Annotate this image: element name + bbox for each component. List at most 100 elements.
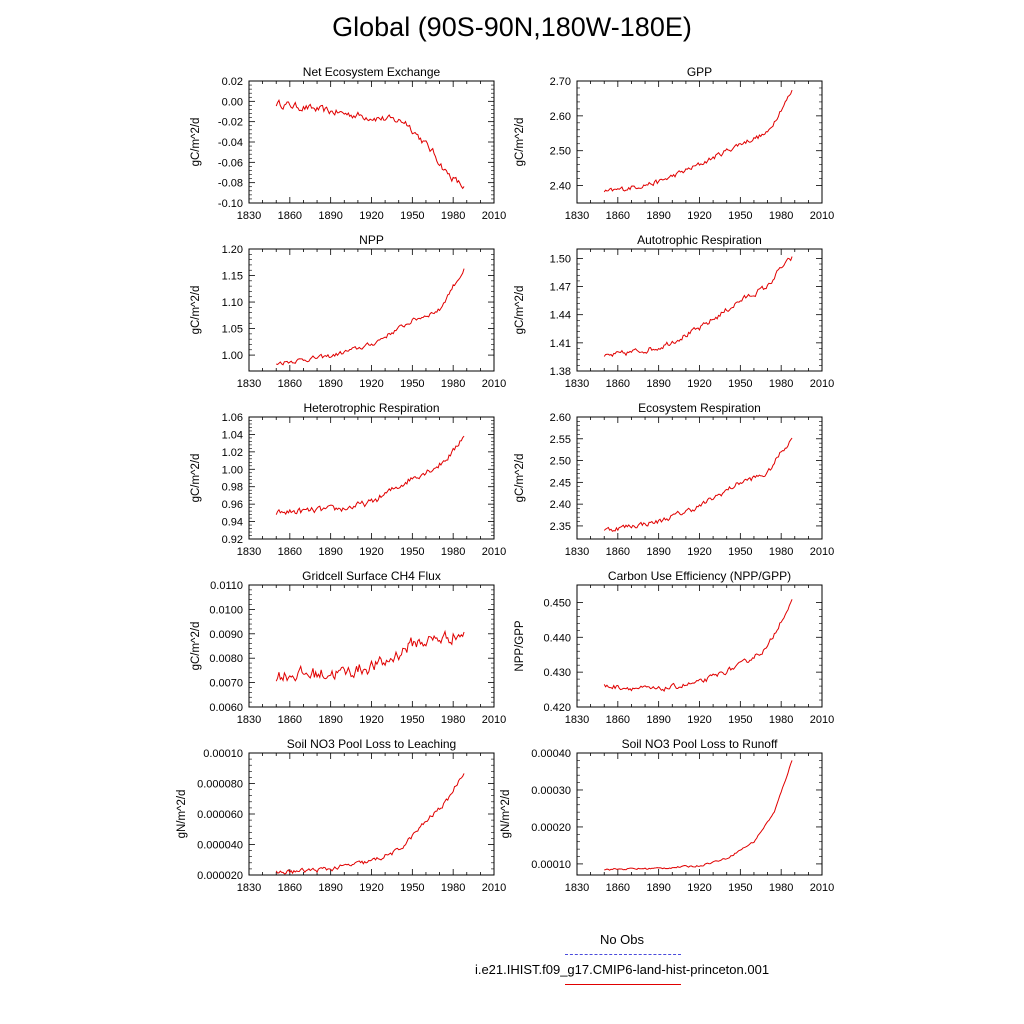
y-tick-label: 1.15 xyxy=(222,271,243,283)
x-tick-label: 1920 xyxy=(359,714,383,726)
series-line xyxy=(275,773,465,875)
x-tick-label: 1860 xyxy=(606,378,630,390)
chart-panel: Net Ecosystem Exchange gC/m^2/d 1830 1860 18… xyxy=(190,65,506,222)
y-axis-label: gN/m^2/d xyxy=(176,790,188,839)
chart-panel: Ecosystem Respiration gC/m^2/d 1830 1860 189… xyxy=(514,401,834,558)
x-tick-label: 1830 xyxy=(565,714,589,726)
y-tick-label: 1.04 xyxy=(222,429,243,441)
x-tick-label: 1860 xyxy=(278,546,302,558)
x-tick-label: 1980 xyxy=(769,714,793,726)
chart-title: NPP xyxy=(359,233,384,247)
x-tick-label: 1830 xyxy=(565,378,589,390)
x-tick-label: 1920 xyxy=(359,210,383,222)
chart-title: Net Ecosystem Exchange xyxy=(303,65,441,79)
y-axis-label: gC/m^2/d xyxy=(514,286,526,335)
series-line xyxy=(604,760,793,871)
chart-panel: Carbon Use Efficiency (NPP/GPP) NPP/GPP 18… xyxy=(514,569,834,726)
x-tick-label: 1830 xyxy=(237,714,261,726)
y-tick-label: 0.450 xyxy=(543,597,571,609)
plot-frame xyxy=(576,584,823,708)
x-tick-label: 1920 xyxy=(687,546,711,558)
x-tick-label: 2010 xyxy=(810,714,834,726)
legend-obs-line xyxy=(565,954,681,955)
y-axis-label: gC/m^2/d xyxy=(190,286,202,335)
x-tick-label: 2010 xyxy=(810,378,834,390)
y-tick-label: 2.50 xyxy=(550,456,571,468)
x-tick-label: 1830 xyxy=(565,546,589,558)
x-tick-label: 1890 xyxy=(646,714,670,726)
series-line xyxy=(275,629,465,683)
y-tick-label: 0.0070 xyxy=(209,678,243,690)
y-tick-label: 0.94 xyxy=(222,517,243,529)
y-tick-label: 0.0080 xyxy=(209,653,243,665)
chart-panel: Soil NO3 Pool Loss to Runoff gN/m^2/d 1830… xyxy=(500,737,834,894)
x-tick-label: 1950 xyxy=(728,546,752,558)
chart-title: Gridcell Surface CH4 Flux xyxy=(302,569,441,583)
y-axis-label: gC/m^2/d xyxy=(514,454,526,503)
y-tick-label: 1.02 xyxy=(222,447,243,459)
y-tick-label: 0.00 xyxy=(222,96,243,108)
plot-frame xyxy=(248,80,495,204)
y-tick-label: 1.10 xyxy=(222,297,243,309)
y-tick-label: 2.70 xyxy=(550,76,571,88)
x-tick-label: 1950 xyxy=(400,882,424,894)
y-tick-label: 0.00010 xyxy=(203,748,243,760)
chart-panel: Autotrophic Respiration gC/m^2/d 1830 1860 1… xyxy=(514,233,834,390)
plot-frame xyxy=(576,416,823,540)
y-tick-label: -0.06 xyxy=(218,157,243,169)
x-tick-label: 1980 xyxy=(769,546,793,558)
y-tick-label: 2.55 xyxy=(550,434,571,446)
x-tick-label: 1860 xyxy=(606,882,630,894)
x-tick-label: 1950 xyxy=(728,210,752,222)
x-tick-label: 1920 xyxy=(687,882,711,894)
x-tick-label: 1980 xyxy=(441,378,465,390)
x-tick-label: 1920 xyxy=(359,378,383,390)
y-tick-label: 1.41 xyxy=(550,338,571,350)
x-tick-label: 1980 xyxy=(441,210,465,222)
x-tick-label: 1860 xyxy=(278,210,302,222)
y-tick-label: 0.420 xyxy=(543,702,571,714)
x-tick-label: 1950 xyxy=(400,210,424,222)
x-tick-label: 1860 xyxy=(278,378,302,390)
y-tick-label: 0.0100 xyxy=(209,604,243,616)
x-tick-label: 1890 xyxy=(646,546,670,558)
x-tick-label: 1950 xyxy=(400,714,424,726)
plot-frame xyxy=(576,80,823,204)
y-axis-label: gC/m^2/d xyxy=(190,118,202,167)
x-tick-label: 1920 xyxy=(359,546,383,558)
series-line xyxy=(275,99,465,190)
x-tick-label: 2010 xyxy=(810,882,834,894)
x-tick-label: 1890 xyxy=(646,882,670,894)
y-tick-label: 0.000060 xyxy=(197,809,243,821)
x-tick-label: 2010 xyxy=(482,210,506,222)
x-tick-label: 1830 xyxy=(237,378,261,390)
chart-title: Carbon Use Efficiency (NPP/GPP) xyxy=(608,569,791,583)
x-tick-label: 1860 xyxy=(606,546,630,558)
y-tick-label: 0.0110 xyxy=(210,580,243,592)
x-tick-label: 1890 xyxy=(646,210,670,222)
x-tick-label: 1980 xyxy=(441,714,465,726)
y-tick-label: -0.02 xyxy=(218,117,243,129)
x-tick-label: 2010 xyxy=(482,714,506,726)
y-tick-label: 2.35 xyxy=(550,521,571,533)
chart-panel: NPP gC/m^2/d 1830 1860 1890 1920 1950 1980 2010 1… xyxy=(190,233,506,390)
chart-title: Soil NO3 Pool Loss to Runoff xyxy=(622,737,779,751)
y-tick-label: 0.92 xyxy=(222,534,243,546)
y-axis-label: gC/m^2/d xyxy=(190,622,202,671)
y-tick-label: 0.00040 xyxy=(531,748,571,760)
y-tick-label: 0.430 xyxy=(543,667,571,679)
y-tick-label: 0.440 xyxy=(543,632,571,644)
y-tick-label: 1.06 xyxy=(222,412,243,424)
chart-title: Heterotrophic Respiration xyxy=(303,401,439,415)
x-tick-label: 1830 xyxy=(237,546,261,558)
x-tick-label: 1920 xyxy=(687,210,711,222)
plot-frame xyxy=(576,752,823,876)
y-tick-label: 0.02 xyxy=(222,76,243,88)
chart-title: Autotrophic Respiration xyxy=(637,233,762,247)
x-tick-label: 1920 xyxy=(687,378,711,390)
y-tick-label: 2.60 xyxy=(550,412,571,424)
x-tick-label: 1890 xyxy=(318,378,342,390)
plot-frame xyxy=(248,584,495,708)
y-axis-label: gN/m^2/d xyxy=(500,790,512,839)
